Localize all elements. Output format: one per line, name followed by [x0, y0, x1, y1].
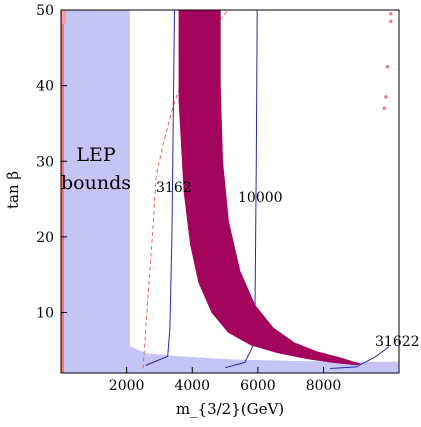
scatter-point-2	[385, 64, 390, 69]
plot-area	[61, 9, 399, 373]
red-edge-top	[62, 10, 66, 24]
contour-label-31622: 31622	[375, 334, 420, 350]
y-axis-title: tan β	[4, 171, 22, 209]
lep-label-line1: LEP	[76, 144, 115, 166]
lep-excluded-region	[61, 10, 130, 373]
red-edge-strip	[61, 10, 64, 373]
contour-label-3162: 3162	[156, 180, 192, 196]
y-tick-label-4: 50	[36, 3, 54, 19]
x-tick-label-0: 2000	[109, 378, 145, 394]
scatter-point-4	[382, 106, 387, 111]
y-tick-label-1: 20	[36, 230, 54, 246]
contour-line-3162	[145, 9, 175, 366]
y-tick-label-2: 30	[36, 154, 54, 170]
axis-ticks: 2000 4000 6000 8000 10 20 30 40 50	[36, 3, 341, 394]
lep-low-strip	[129, 346, 399, 373]
y-tick-label-3: 40	[36, 79, 54, 95]
contour-line-31622	[330, 346, 390, 369]
scatter-point-1	[388, 19, 393, 24]
y-tick-label-0: 10	[36, 306, 54, 322]
x-tick-label-3: 8000	[306, 378, 342, 394]
lep-label-line2: bounds	[61, 172, 131, 194]
x-tick-label-1: 4000	[174, 378, 210, 394]
scatter-point-3	[384, 95, 388, 99]
x-axis-title: m_{3/2}(GeV)	[176, 400, 284, 418]
contour-label-10000: 10000	[238, 190, 283, 206]
scatter-point-0	[388, 11, 393, 16]
allowed-band	[178, 9, 362, 366]
plot-frame	[60, 9, 400, 374]
x-tick-label-2: 6000	[240, 378, 276, 394]
